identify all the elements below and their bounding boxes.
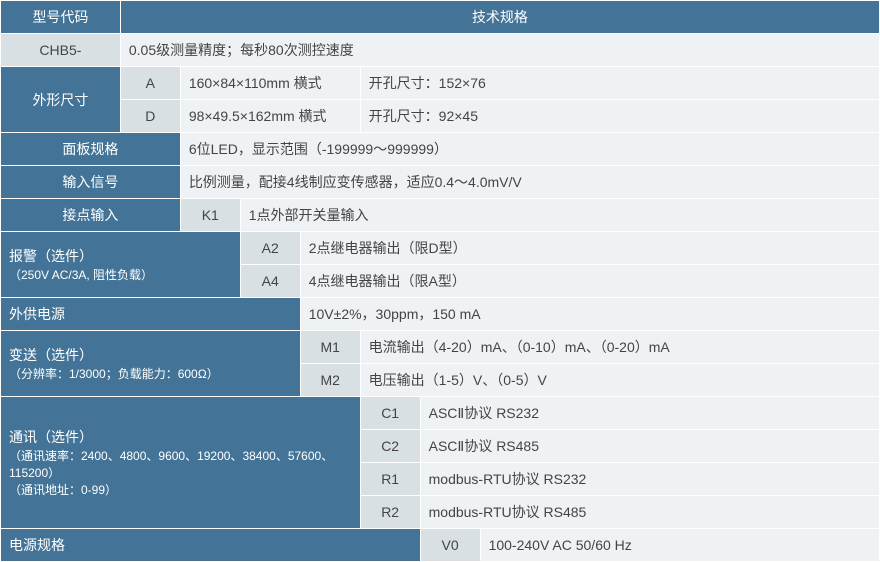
table-row: 报警（选件） （250V AC/3A, 阻性负载） A2 2点继电器输出（限D型…	[1, 232, 880, 265]
transmit-label: 变送（选件） （分辨率：1/3000；负载能力：600Ω）	[1, 331, 301, 397]
a4-code: A4	[240, 265, 300, 298]
a2-code: A2	[240, 232, 300, 265]
m1-desc: 电流输出（4-20）mA、（0-10）mA、（0-20）mA	[360, 331, 879, 364]
dim-a-size: 160×84×110mm 横式	[180, 67, 360, 100]
a2-desc: 2点继电器输出（限D型）	[300, 232, 879, 265]
comm-sub1: （通讯速率：2400、4800、9600、19200、38400、57600、1…	[9, 449, 333, 480]
table-row: 面板规格 6位LED，显示范围（-199999～999999）	[1, 133, 880, 166]
comm-title: 通讯（选件）	[9, 429, 93, 445]
m2-desc: 电压输出（1-5）V、（0-5）V	[360, 364, 879, 397]
m1-code: M1	[300, 331, 360, 364]
table-row: D 98×49.5×162mm 横式 开孔尺寸：92×45	[1, 100, 880, 133]
table-row: 变送（选件） （分辨率：1/3000；负载能力：600Ω） M1 电流输出（4-…	[1, 331, 880, 364]
header-model-code: 型号代码	[1, 1, 121, 34]
table-row: 通讯（选件） （通讯速率：2400、4800、9600、19200、38400、…	[1, 397, 880, 430]
dim-d-size: 98×49.5×162mm 横式	[180, 100, 360, 133]
r2-desc: modbus-RTU协议 RS485	[420, 496, 879, 529]
comm-sub2: （通讯地址：0-99）	[9, 483, 117, 497]
r1-code: R1	[360, 463, 420, 496]
panel-desc: 6位LED，显示范围（-199999～999999）	[180, 133, 879, 166]
k1-code: K1	[180, 199, 240, 232]
table-row: 外供电源 10V±2%，30ppm，150 mA	[1, 298, 880, 331]
c1-desc: ASCⅡ协议 RS232	[420, 397, 879, 430]
alarm-label: 报警（选件） （250V AC/3A, 阻性负载）	[1, 232, 241, 298]
chb5-desc: 0.05级测量精度；每秒80次测控速度	[120, 34, 879, 67]
contact-input-label: 接点输入	[1, 199, 181, 232]
input-signal-label: 输入信号	[1, 166, 181, 199]
transmit-title: 变送（选件）	[9, 347, 93, 363]
table-row: 外形尺寸 A 160×84×110mm 横式 开孔尺寸：152×76	[1, 67, 880, 100]
alarm-title: 报警（选件）	[9, 248, 93, 264]
m2-code: M2	[300, 364, 360, 397]
spec-table: 型号代码 技术规格 CHB5- 0.05级测量精度；每秒80次测控速度 外形尺寸…	[0, 0, 880, 562]
r1-desc: modbus-RTU协议 RS232	[420, 463, 879, 496]
model-chb5: CHB5-	[1, 34, 121, 67]
table-row: 输入信号 比例测量，配接4线制应变传感器，适应0.4～4.0mV/V	[1, 166, 880, 199]
c1-code: C1	[360, 397, 420, 430]
panel-label: 面板规格	[1, 133, 181, 166]
dim-a-cut: 开孔尺寸：152×76	[360, 67, 879, 100]
c2-desc: ASCⅡ协议 RS485	[420, 430, 879, 463]
a4-desc: 4点继电器输出（限A型）	[300, 265, 879, 298]
header-tech-spec: 技术规格	[120, 1, 879, 34]
table-row: 电源规格 V0 100-240V AC 50/60 Hz	[1, 529, 880, 562]
transmit-sub: （分辨率：1/3000；负载能力：600Ω）	[9, 367, 219, 381]
alarm-sub: （250V AC/3A, 阻性负载）	[9, 268, 153, 282]
power-label: 电源规格	[1, 529, 421, 562]
table-row: 型号代码 技术规格	[1, 1, 880, 34]
input-signal-desc: 比例测量，配接4线制应变传感器，适应0.4～4.0mV/V	[180, 166, 879, 199]
c2-code: C2	[360, 430, 420, 463]
v0-code: V0	[420, 529, 480, 562]
v0-desc: 100-240V AC 50/60 Hz	[480, 529, 879, 562]
k1-desc: 1点外部开关量输入	[240, 199, 879, 232]
dim-d-cut: 开孔尺寸：92×45	[360, 100, 879, 133]
table-row: CHB5- 0.05级测量精度；每秒80次测控速度	[1, 34, 880, 67]
dim-a-code: A	[120, 67, 180, 100]
ext-power-desc: 10V±2%，30ppm，150 mA	[300, 298, 879, 331]
table-row: 接点输入 K1 1点外部开关量输入	[1, 199, 880, 232]
ext-power-label: 外供电源	[1, 298, 301, 331]
comm-label: 通讯（选件） （通讯速率：2400、4800、9600、19200、38400、…	[1, 397, 361, 529]
r2-code: R2	[360, 496, 420, 529]
dim-label: 外形尺寸	[1, 67, 121, 133]
dim-d-code: D	[120, 100, 180, 133]
